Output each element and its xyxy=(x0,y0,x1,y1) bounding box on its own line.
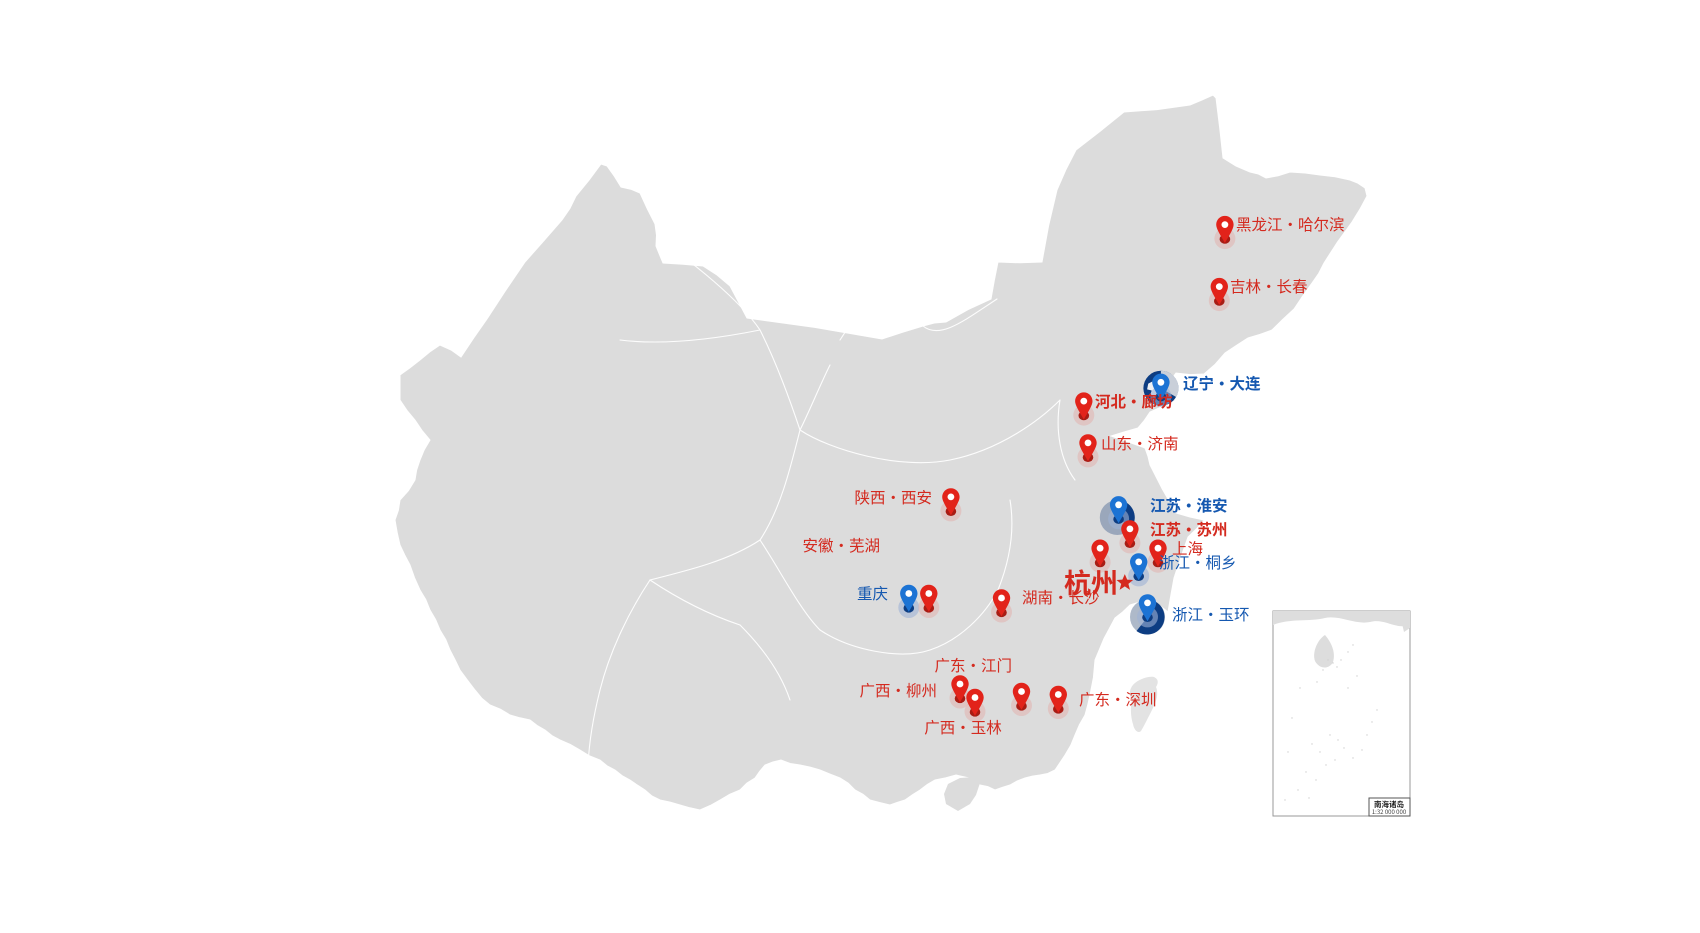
svg-text:山东·济南: 山东·济南 xyxy=(1101,432,1179,454)
svg-text:杭州: 杭州 xyxy=(1064,562,1118,601)
svg-text:陕西·西安: 陕西·西安 xyxy=(854,486,932,508)
svg-text:河北·廊坊: 河北·廊坊 xyxy=(1095,390,1173,412)
svg-text:辽宁·大连: 辽宁·大连 xyxy=(1183,372,1261,394)
svg-text:广西·柳州: 广西·柳州 xyxy=(859,679,937,701)
svg-text:浙江·桐乡: 浙江·桐乡 xyxy=(1159,551,1237,573)
svg-text:广东·深圳: 广东·深圳 xyxy=(1079,688,1157,710)
svg-text:吉林·长春: 吉林·长春 xyxy=(1230,275,1308,297)
svg-text:江苏·淮安: 江苏·淮安 xyxy=(1150,494,1228,516)
svg-text:浙江·玉环: 浙江·玉环 xyxy=(1172,603,1250,625)
svg-text:重庆: 重庆 xyxy=(857,582,888,604)
svg-text:1:32 000 000: 1:32 000 000 xyxy=(1372,807,1407,816)
svg-text:黑龙江·哈尔滨: 黑龙江·哈尔滨 xyxy=(1236,213,1345,235)
svg-text:广西·玉林: 广西·玉林 xyxy=(924,716,1002,738)
svg-text:安徽·芜湖: 安徽·芜湖 xyxy=(802,534,880,556)
svg-text:广东·江门: 广东·江门 xyxy=(934,654,1012,676)
